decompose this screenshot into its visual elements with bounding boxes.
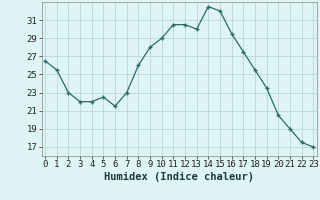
X-axis label: Humidex (Indice chaleur): Humidex (Indice chaleur) bbox=[104, 172, 254, 182]
